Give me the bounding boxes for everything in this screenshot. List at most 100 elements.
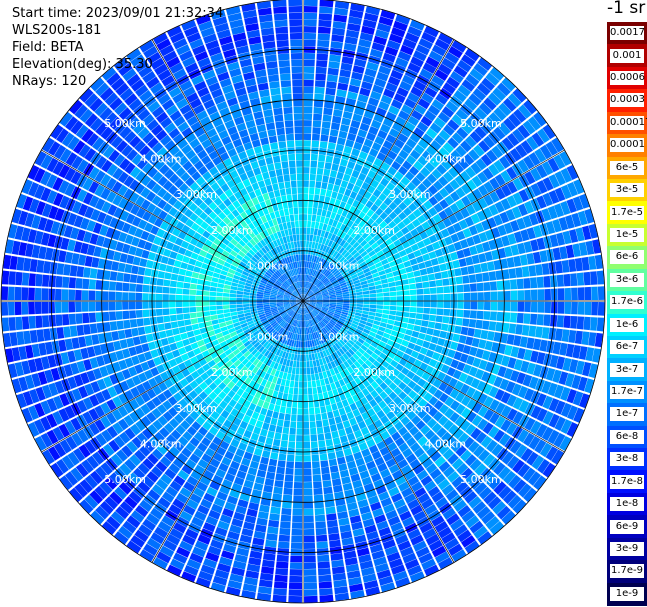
range-gate-cell xyxy=(188,336,197,344)
range-gate-cell xyxy=(257,82,269,91)
range-gate-cell xyxy=(210,314,218,321)
range-gate-cell xyxy=(198,273,206,280)
range-gate-cell xyxy=(563,273,571,287)
range-gate-cell xyxy=(350,380,358,388)
range-gate-cell xyxy=(412,187,423,198)
range-gate-cell xyxy=(170,273,179,281)
range-gate-cell xyxy=(413,234,423,243)
range-gate-cell xyxy=(288,325,292,332)
range-gate-cell xyxy=(288,441,296,449)
range-gate-cell xyxy=(21,287,29,300)
range-gate-cell xyxy=(282,100,293,108)
range-gate-cell xyxy=(310,285,316,291)
range-gate-cell xyxy=(301,274,303,281)
range-gate-cell xyxy=(303,160,310,167)
range-gate-cell xyxy=(283,298,290,300)
range-gate-cell xyxy=(286,194,293,202)
range-gate-cell xyxy=(304,0,318,7)
range-gate-cell xyxy=(249,259,256,266)
range-gate-cell xyxy=(232,454,243,464)
range-gate-cell xyxy=(181,127,193,138)
range-gate-cell xyxy=(215,430,226,440)
range-gate-cell xyxy=(433,191,444,202)
range-gate-cell xyxy=(435,497,449,509)
range-gate-cell xyxy=(314,307,321,312)
range-gate-cell xyxy=(325,506,336,515)
range-gate-cell xyxy=(255,117,265,126)
range-gate-cell xyxy=(305,307,309,314)
range-gate-cell xyxy=(340,530,353,540)
range-gate-cell xyxy=(232,367,240,376)
range-gate-cell xyxy=(345,454,355,463)
range-gate-cell xyxy=(308,261,312,269)
range-gate-cell xyxy=(325,210,332,218)
range-gate-cell xyxy=(297,193,303,201)
range-gate-cell xyxy=(448,214,458,225)
range-gate-cell xyxy=(397,221,406,230)
range-gate-cell xyxy=(238,355,246,363)
range-gate-cell xyxy=(388,382,398,391)
range-gate-cell xyxy=(273,13,288,21)
range-gate-cell xyxy=(275,168,283,177)
range-gate-cell xyxy=(109,491,123,505)
range-gate-cell xyxy=(243,340,251,348)
range-gate-cell xyxy=(321,466,330,475)
range-gate-cell xyxy=(303,153,311,161)
range-gate-cell xyxy=(253,167,262,176)
range-gate-cell xyxy=(469,283,477,292)
range-gate-cell xyxy=(240,211,248,220)
range-gate-cell xyxy=(47,234,57,248)
range-gate-cell xyxy=(282,93,292,101)
range-gate-cell xyxy=(284,474,294,482)
range-gate-cell xyxy=(404,558,420,570)
range-gate-cell xyxy=(347,161,356,170)
range-gate-cell xyxy=(473,264,482,274)
range-gate-cell xyxy=(436,427,447,438)
range-gate-cell xyxy=(229,170,239,179)
range-gate-cell xyxy=(574,257,583,272)
range-gate-cell xyxy=(456,284,464,293)
range-gate-cell xyxy=(115,282,123,291)
range-gate-cell xyxy=(572,196,584,211)
range-gate-cell xyxy=(299,307,302,314)
range-gate-cell xyxy=(383,225,392,234)
range-gate-cell xyxy=(273,247,279,255)
range-gate-cell xyxy=(106,72,121,86)
range-gate-cell xyxy=(526,451,539,466)
range-gate-cell xyxy=(483,409,495,421)
range-gate-cell xyxy=(534,439,547,454)
range-gate-cell xyxy=(429,280,437,288)
range-gate-cell xyxy=(415,255,424,264)
range-gate-cell xyxy=(291,269,295,276)
range-gate-cell xyxy=(68,313,76,325)
range-gate-cell xyxy=(138,372,148,383)
range-gate-cell xyxy=(28,182,39,197)
range-gate-cell xyxy=(113,435,126,448)
range-gate-cell xyxy=(278,277,284,283)
range-gate-cell xyxy=(256,469,267,478)
range-gate-cell xyxy=(146,76,160,89)
range-gate-cell xyxy=(350,249,358,256)
range-gate-cell xyxy=(185,270,193,277)
range-gate-cell xyxy=(234,271,242,277)
range-gate-cell xyxy=(84,255,93,267)
range-gate-cell xyxy=(447,119,460,131)
range-gate-cell xyxy=(195,14,211,25)
range-gate-cell xyxy=(367,334,375,341)
range-gate-cell xyxy=(283,296,290,299)
range-gate-cell xyxy=(552,219,562,233)
range-gate-cell xyxy=(327,286,334,290)
range-gate-cell xyxy=(157,270,165,279)
range-gate-cell xyxy=(237,283,245,289)
range-gate-cell xyxy=(354,534,367,544)
range-gate-cell xyxy=(528,265,537,277)
range-gate-cell xyxy=(316,541,329,549)
range-gate-cell xyxy=(153,236,162,246)
range-gate-cell xyxy=(299,227,303,234)
range-gate-cell xyxy=(445,154,457,166)
range-gate-cell xyxy=(137,108,151,121)
range-gate-cell xyxy=(288,263,293,270)
range-gate-cell xyxy=(281,329,287,336)
range-gate-cell xyxy=(195,353,204,361)
range-gate-cell xyxy=(130,510,145,523)
